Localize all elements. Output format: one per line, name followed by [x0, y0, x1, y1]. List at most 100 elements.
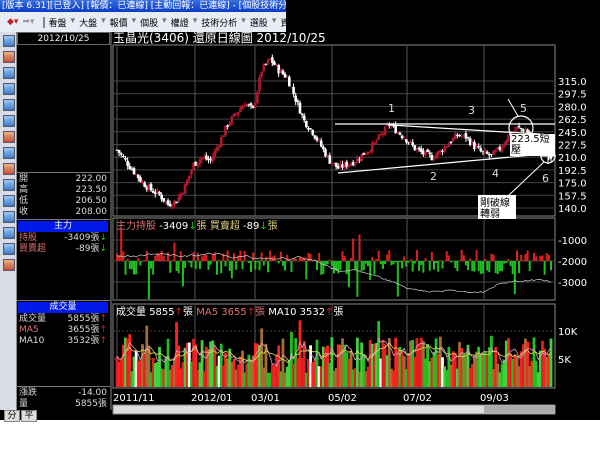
menu-0[interactable]: 看盤	[48, 18, 67, 29]
quote-date: 2012/10/25	[17, 32, 110, 45]
indicator-bar	[226, 250, 229, 261]
sidebar-tool-icon[interactable]	[3, 163, 15, 175]
wave-label: 5	[520, 102, 527, 115]
candle-body	[479, 148, 483, 152]
sidebar-tool-icon[interactable]	[3, 51, 15, 63]
volume-bar	[230, 362, 234, 387]
horizontal-scrollbar[interactable]	[112, 404, 556, 415]
candle-body	[181, 193, 185, 195]
indicator-bar	[239, 250, 242, 261]
indicator-panel-frame	[112, 217, 556, 301]
back-icon[interactable]: ◆▾	[7, 17, 19, 27]
volume-bar	[353, 368, 357, 387]
volume-bar	[498, 372, 502, 387]
menu-7[interactable]: 資訊	[280, 18, 286, 29]
volume-bar	[192, 338, 195, 387]
indicator-tick-label: -3000	[558, 278, 587, 289]
forward-icon[interactable]: ➡▾	[22, 17, 35, 27]
candle-body	[202, 156, 206, 158]
volume-bar	[502, 359, 506, 387]
menu-5[interactable]: 技術分析	[201, 18, 238, 29]
row-label: 開	[19, 174, 29, 184]
indicator-tick-label: -1000	[558, 236, 587, 247]
sidebar-tool-icon[interactable]	[3, 195, 15, 207]
volume-bar	[532, 337, 536, 387]
menu-6[interactable]: 選股	[249, 18, 268, 29]
indicator-bar	[175, 261, 178, 271]
sidebar-tool-icon[interactable]	[3, 83, 15, 95]
row-label: 低	[19, 196, 29, 206]
indicator-bar	[362, 261, 365, 271]
indicator-bar	[505, 261, 508, 263]
scrollbar-thumb[interactable]	[484, 406, 554, 413]
indicator-bar	[541, 255, 544, 261]
sidebar-tool-icon[interactable]	[3, 67, 15, 79]
sidebar-tool-icon[interactable]	[3, 131, 15, 143]
volume-bar	[404, 369, 408, 387]
volume-bar	[147, 346, 151, 387]
indicator-bar	[339, 261, 342, 271]
indicator-bar	[130, 261, 133, 270]
indicator-bar	[422, 261, 425, 273]
candle-body	[441, 150, 444, 152]
indicator-bar	[407, 261, 410, 263]
volume-bar	[494, 346, 498, 387]
indicator-bar	[322, 261, 325, 274]
candle-body	[377, 134, 380, 140]
volume-bar	[247, 354, 251, 387]
volume-bar	[549, 338, 553, 387]
volume-bar	[296, 358, 300, 387]
volume-bar	[528, 365, 532, 387]
menu-3[interactable]: 個股	[140, 18, 159, 29]
volume-bar	[183, 347, 187, 387]
volume-bar	[373, 343, 376, 387]
candle-body	[488, 154, 491, 156]
sidebar-tool-icon[interactable]	[3, 35, 15, 47]
sidebar-tool-icon[interactable]	[3, 243, 15, 255]
sidebar-tool-icon[interactable]	[3, 179, 15, 191]
menu-2[interactable]: 報價	[109, 18, 128, 29]
indicator-bar	[428, 261, 431, 271]
candle-body	[296, 100, 300, 103]
candle-body	[341, 164, 344, 168]
volume-bar	[470, 364, 474, 387]
menu-4[interactable]: 權證	[170, 18, 189, 29]
sidebar-tool-icon[interactable]	[3, 115, 15, 127]
indicator-bar	[337, 261, 340, 274]
indicator-bar	[454, 261, 457, 269]
volume-bar	[275, 354, 278, 387]
sidebar-tool-icon[interactable]	[3, 227, 15, 239]
volume-bar	[349, 350, 353, 387]
tab-minute[interactable]: 分	[4, 410, 20, 422]
sidebar-tool-icon[interactable]	[3, 259, 15, 271]
volume-bar	[421, 340, 425, 387]
volume-bar	[521, 344, 525, 387]
arrow-up-icon: ↑	[99, 325, 107, 335]
sidebar-tool-icon[interactable]	[3, 147, 15, 159]
volume-bar	[190, 361, 193, 387]
tab-flat[interactable]: 平	[21, 410, 37, 422]
volume-bar	[485, 354, 489, 387]
volume-bar	[487, 347, 491, 387]
sidebar-tool-icon[interactable]	[3, 99, 15, 111]
volume-bar	[387, 338, 391, 387]
menu-1[interactable]: 大盤	[79, 18, 98, 29]
indicator-bar	[409, 259, 412, 261]
arrow-up-icon: ↑	[99, 314, 107, 324]
dropdown-icon: ▾	[131, 15, 137, 26]
row-value: 3655張↑	[67, 325, 107, 335]
candle-body	[260, 71, 263, 77]
row-value: -14.00	[77, 388, 107, 398]
sidebar-tool-icon[interactable]	[3, 211, 15, 223]
row-label: MA10	[19, 336, 45, 346]
wave-label: 4	[492, 167, 499, 180]
stock-chart[interactable]: 玉晶光(3406) 還原日線圖 2012/10/25 315.0 297.5280.…	[112, 32, 600, 418]
page-icon[interactable]	[42, 16, 45, 28]
indicator-bar	[398, 261, 401, 262]
candle-body	[439, 150, 442, 153]
volume-bar	[200, 340, 204, 387]
candle-body	[388, 124, 391, 126]
indicator-bar	[486, 261, 489, 271]
indicator-bar	[198, 261, 201, 269]
indicator-bar	[256, 261, 259, 263]
